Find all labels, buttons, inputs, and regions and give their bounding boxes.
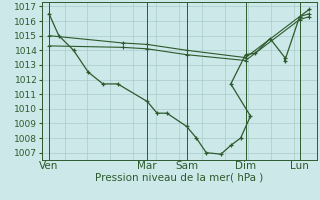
X-axis label: Pression niveau de la mer( hPa ): Pression niveau de la mer( hPa ) <box>95 173 263 183</box>
